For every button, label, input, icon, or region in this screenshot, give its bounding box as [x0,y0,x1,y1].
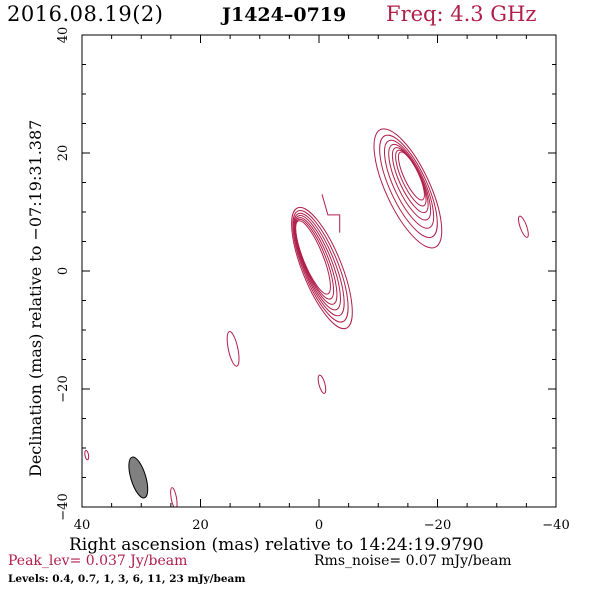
peak-level: Peak_lev= 0.037 Jy/beam [8,553,188,569]
y-tick-label: 40 [56,27,71,44]
source-name: J1424–0719 [222,4,347,26]
x-tick-label: 40 [74,518,91,533]
x-tick-label: 0 [315,518,323,533]
contour-layer [84,128,529,507]
restoring-beam [128,456,149,499]
core-contour-level-5 [294,217,338,305]
core-contour-level-3 [293,212,345,317]
jet-contour-level-3 [384,139,435,229]
rms-noise: Rms_noise= 0.07 mJy/beam [314,553,512,569]
contour-levels: Levels: 0.4, 0.7, 1, 3, 6, 11, 23 mJy/be… [8,573,246,585]
beam-layer [128,456,149,499]
y-tick-label: 0 [56,267,71,275]
isolated-contour-3 [317,374,327,394]
x-tick-label: −20 [424,518,451,533]
plot-frame [81,34,557,508]
isolated-contour-1 [518,215,529,238]
y-tick-label: −20 [56,375,71,402]
isolated-contour-2 [226,331,240,367]
y-tick-label: −40 [56,493,71,520]
jet-contour-level-2 [379,134,438,238]
jet-contour-level-7 [397,151,425,201]
frequency-label: Freq: 4.3 GHz [386,2,537,26]
axis-ticks [81,34,557,508]
observation-date: 2016.08.19(2) [7,2,164,26]
jet-contour-level-4 [388,143,432,221]
x-tick-label: 20 [192,518,209,533]
core-contour-level-2 [292,210,349,323]
y-tick-label: 20 [56,145,71,162]
y-axis-label: Declination (mas) relative to −07:19:31.… [26,120,45,477]
isolated-contour-4 [170,487,178,507]
axis-tick-labels: 40 20 0 −20 −40 −40 −20 0 20 40 [56,27,570,533]
core-contour-level-1 [291,206,353,330]
jet-contour-level-1 [373,128,443,249]
isolated-contour-5 [84,449,90,461]
x-axis-label: Right ascension (mas) relative to 14:24:… [69,535,484,555]
x-tick-label: −40 [542,518,569,533]
jet-contour-level-5 [391,147,429,214]
core-contour-extension [321,194,341,233]
core-contour-level-7 [295,220,331,295]
core-contour-level-4 [294,215,341,311]
